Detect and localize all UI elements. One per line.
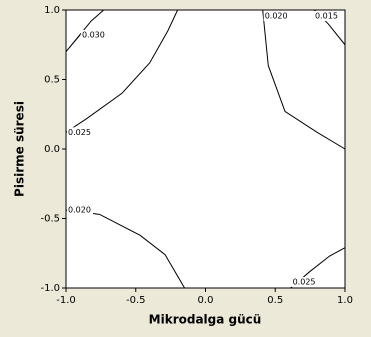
y-tick-label: -0.5	[40, 214, 60, 225]
contour-label-bg	[314, 11, 340, 21]
contour-line	[262, 9, 346, 150]
contour-label: 0.025	[293, 278, 316, 287]
y-tick-label: 1.0	[44, 5, 60, 16]
contour-label-bg	[67, 127, 93, 138]
contour-line	[65, 9, 104, 53]
contour-label-bg	[80, 30, 107, 41]
y-tick-label: 0.0	[44, 144, 60, 155]
x-axis-title: Mikrodalga gücü	[149, 313, 262, 327]
contour-label: 0.030	[82, 31, 105, 40]
plot-area	[65, 9, 346, 289]
contour-label: 0.025	[68, 128, 91, 137]
contour-label-bg	[67, 205, 93, 216]
y-tick-label: -1.0	[40, 283, 60, 294]
contour-line	[65, 9, 179, 133]
x-tick-label: 0.5	[267, 295, 283, 306]
contour-label: 0.020	[265, 12, 288, 21]
contour-label: 0.020	[68, 206, 91, 215]
y-tick-label: 0.5	[44, 75, 60, 86]
contour-label-bg	[263, 11, 290, 21]
contour-label: 0.015	[315, 12, 338, 21]
x-tick-label: -0.5	[126, 295, 146, 306]
contour-label-bg	[291, 277, 318, 287]
y-axis-title: Pisirme süresi	[13, 101, 27, 197]
x-tick-label: 1.0	[337, 295, 353, 306]
x-tick-label: 0.0	[198, 295, 214, 306]
x-tick-label: -1.0	[56, 295, 76, 306]
